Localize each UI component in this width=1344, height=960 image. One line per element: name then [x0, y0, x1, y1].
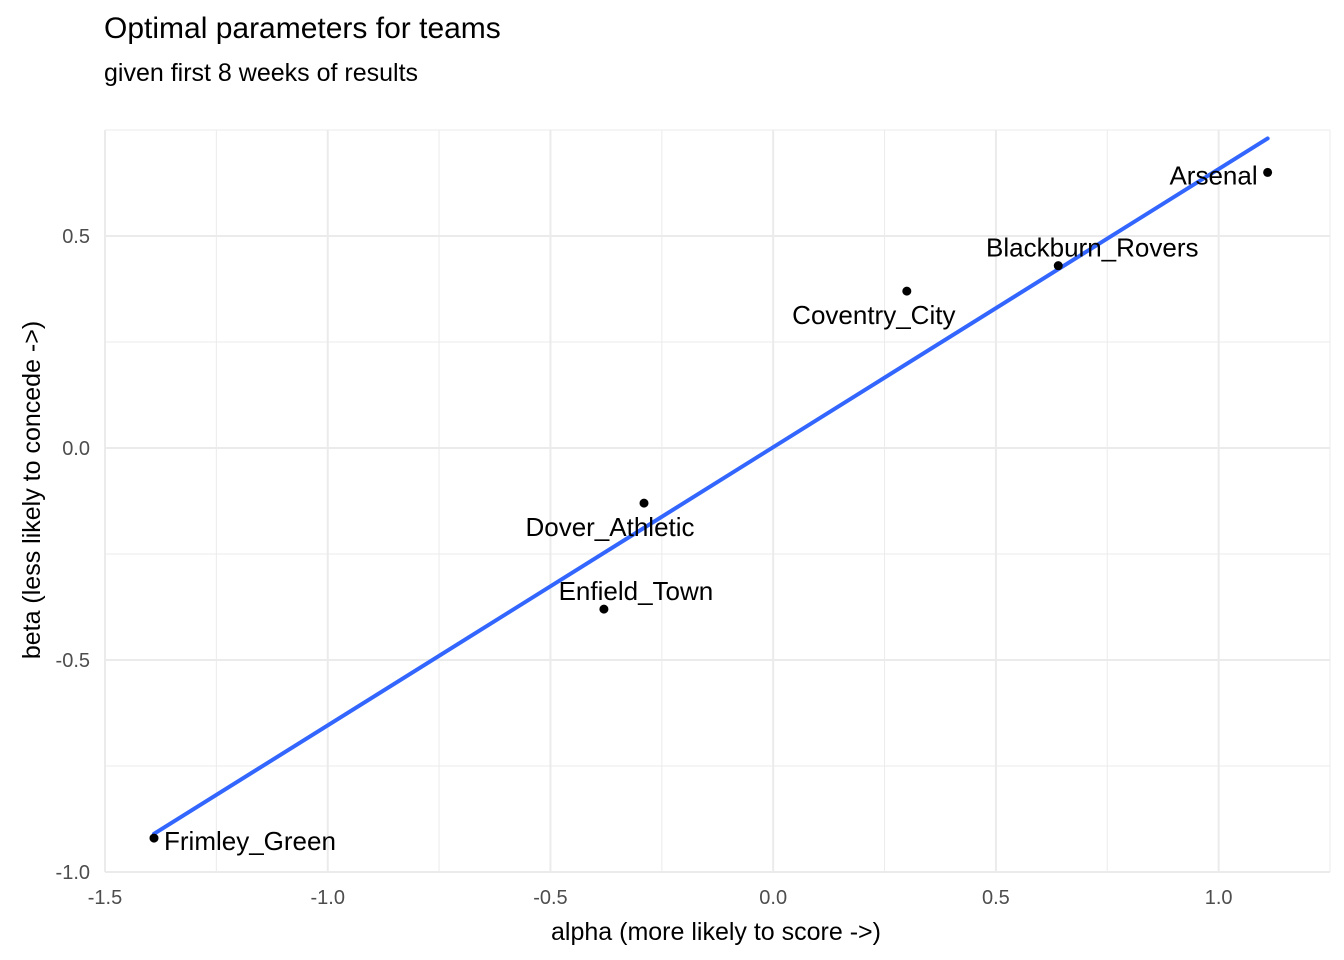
x-tick-label: -1.5 [88, 887, 122, 909]
data-point [599, 604, 609, 614]
fit-line-group [152, 136, 1270, 836]
chart-title: Optimal parameters for teams [104, 12, 501, 45]
point-label: Enfield_Town [559, 576, 714, 606]
y-tick-label: -0.5 [56, 650, 90, 672]
y-axis-title: beta (less likely to concede ->) [18, 321, 46, 659]
x-tick-label: 0.5 [982, 887, 1010, 909]
grid-minor [105, 129, 1331, 872]
data-point [639, 498, 649, 508]
fit-line [152, 136, 1270, 836]
point-label: Blackburn_Rovers [986, 233, 1198, 263]
grid-major [104, 130, 1330, 873]
chart-subtitle: given first 8 weeks of results [104, 59, 419, 87]
data-point [149, 833, 159, 843]
point-label: Arsenal [1169, 160, 1257, 190]
x-tick-labels: -1.5 -1.0 -0.5 0.0 0.5 1.0 [88, 887, 1233, 909]
point-label: Frimley_Green [164, 826, 336, 856]
x-tick-label: 1.0 [1205, 887, 1233, 909]
point-label: Dover_Athletic [525, 512, 694, 542]
data-point [1053, 261, 1063, 271]
data-point [902, 286, 912, 296]
point-label: Coventry_City [792, 300, 955, 330]
y-tick-label: 0.5 [62, 226, 90, 248]
point-labels: Arsenal Blackburn_Rovers Coventry_City Dove… [164, 160, 1258, 856]
y-tick-label: -1.0 [56, 862, 90, 884]
y-tick-label: 0.0 [62, 438, 90, 460]
x-tick-label: 0.0 [759, 887, 787, 909]
x-tick-label: -0.5 [533, 887, 567, 909]
x-axis-title: alpha (more likely to score ->) [551, 918, 881, 946]
data-point [1263, 167, 1273, 177]
y-tick-labels: -1.0 -0.5 0.0 0.5 [56, 226, 90, 884]
data-points [149, 167, 1273, 843]
x-tick-label: -1.0 [310, 887, 344, 909]
